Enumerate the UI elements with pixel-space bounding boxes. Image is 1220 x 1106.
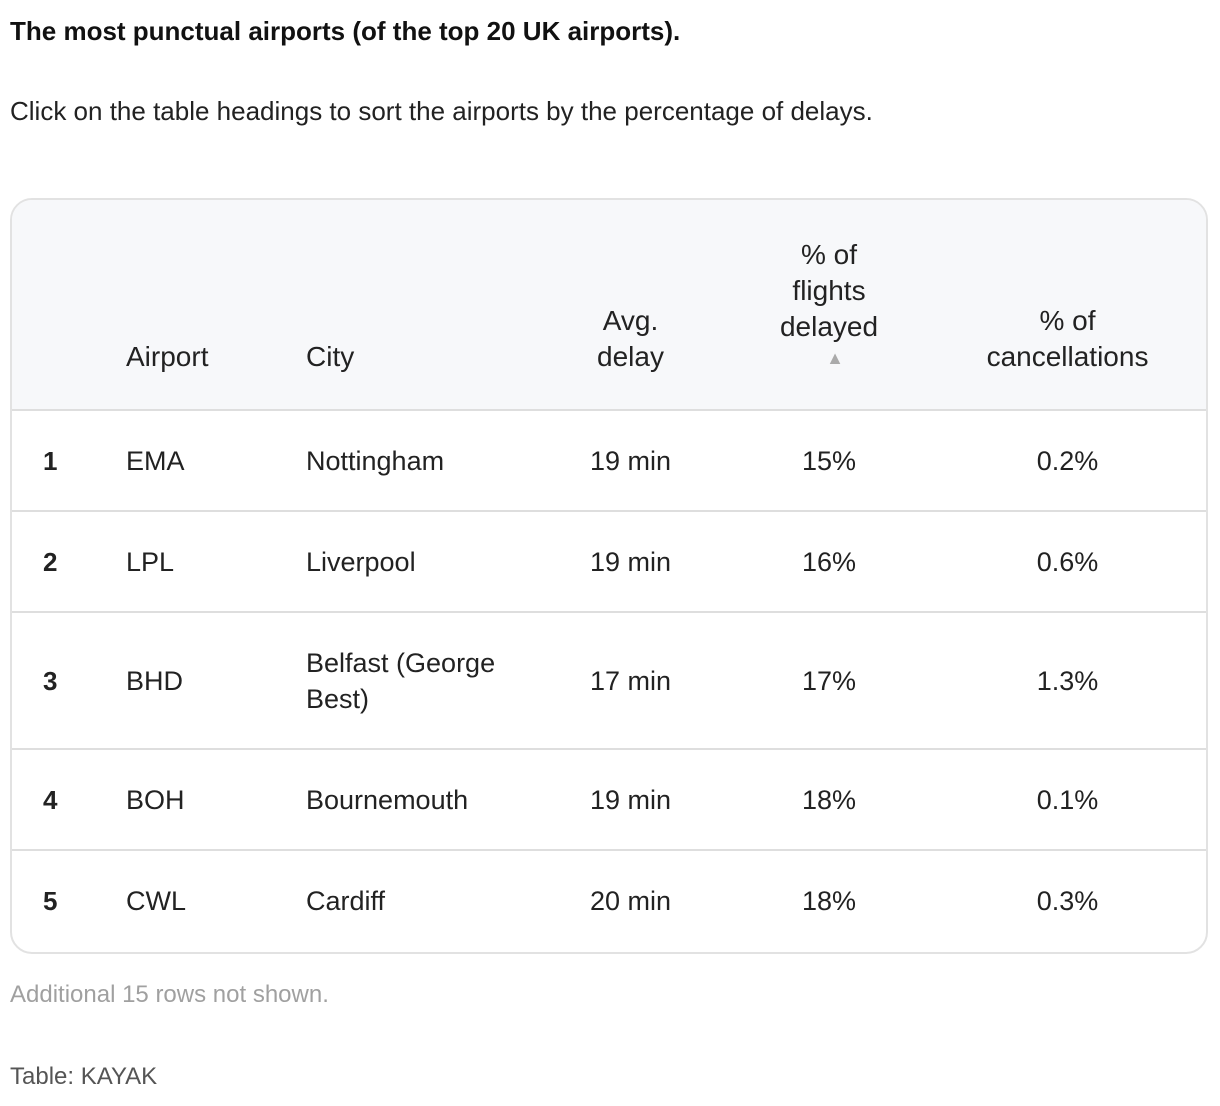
header-airport[interactable]: Airport — [126, 200, 306, 411]
row-pct-delayed: 17% — [801, 665, 857, 696]
table-row: 3 BHD Belfast (George Best) 17 min 17% 1… — [12, 612, 1206, 749]
row-pct-delayed: 18% — [801, 886, 857, 916]
header-pct-cancellations[interactable]: % of cancellations — [925, 200, 1206, 411]
table-header-row: Airport City Avg. delay % of flights del… — [12, 200, 1206, 411]
row-avg-delay: 17 min — [589, 665, 672, 696]
row-pct-delayed: 16% — [801, 546, 857, 577]
header-pct-delayed-label: % of flights delayed — [779, 239, 879, 342]
table-row: 5 CWL Cardiff 20 min 18% 0.3% — [12, 850, 1206, 951]
table-source: Table: KAYAK — [10, 1063, 158, 1090]
table-row: 4 BOH Bournemouth 19 min 18% 0.1% — [12, 749, 1206, 850]
table-row: 1 EMA Nottingham 19 min 15% 0.2% — [12, 410, 1206, 511]
row-pct-cancellations: 0.6% — [1036, 546, 1099, 577]
row-rank: 5 — [43, 886, 58, 916]
row-city: Belfast (George Best) — [306, 647, 496, 714]
row-airport: BHD — [126, 665, 184, 696]
page-subtitle: Click on the table headings to sort the … — [10, 96, 873, 126]
row-rank: 1 — [43, 445, 58, 476]
page-title: The most punctual airports (of the top 2… — [10, 16, 681, 46]
row-airport: LPL — [126, 546, 175, 577]
airports-table-container: Airport City Avg. delay % of flights del… — [10, 198, 1208, 954]
header-pct-cancellations-label: % of cancellations — [986, 305, 1149, 372]
row-pct-cancellations: 0.2% — [1036, 445, 1099, 476]
row-pct-cancellations: 0.3% — [1036, 886, 1099, 916]
row-avg-delay: 19 min — [589, 546, 672, 577]
row-avg-delay: 20 min — [589, 886, 672, 916]
table-row: 2 LPL Liverpool 19 min 16% 0.6% — [12, 511, 1206, 612]
airports-table: Airport City Avg. delay % of flights del… — [12, 200, 1206, 951]
row-airport: EMA — [126, 445, 185, 476]
row-city: Cardiff — [306, 886, 386, 916]
header-city[interactable]: City — [306, 200, 528, 411]
row-rank: 4 — [43, 784, 58, 815]
sort-ascending-icon: ▲ — [826, 348, 844, 368]
row-city: Nottingham — [306, 445, 445, 476]
header-avg-delay-label: Avg. delay — [597, 305, 664, 372]
row-airport: BOH — [126, 784, 185, 815]
table-footnote: Additional 15 rows not shown. — [10, 981, 329, 1008]
header-avg-delay[interactable]: Avg. delay — [528, 200, 733, 411]
row-rank: 3 — [43, 665, 58, 696]
row-airport: CWL — [126, 886, 186, 916]
row-city: Bournemouth — [306, 784, 469, 815]
row-pct-cancellations: 1.3% — [1036, 665, 1099, 696]
header-pct-delayed[interactable]: % of flights delayed ▲ — [733, 200, 925, 411]
row-city: Liverpool — [306, 546, 416, 577]
row-pct-cancellations: 0.1% — [1036, 784, 1099, 815]
header-rank — [12, 200, 126, 411]
row-pct-delayed: 18% — [801, 784, 857, 815]
row-rank: 2 — [43, 546, 58, 577]
row-pct-delayed: 15% — [801, 445, 857, 476]
row-avg-delay: 19 min — [589, 445, 672, 476]
row-avg-delay: 19 min — [589, 784, 672, 815]
